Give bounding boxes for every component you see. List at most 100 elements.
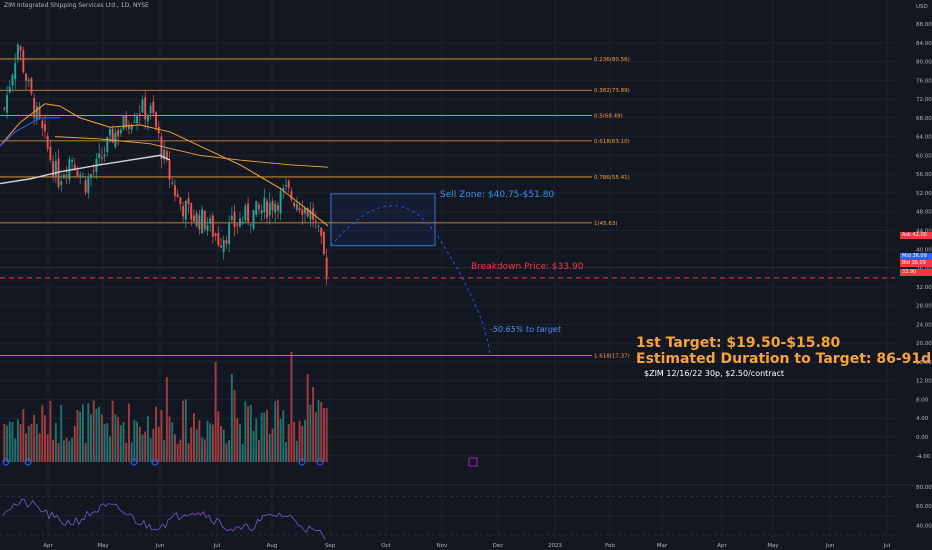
candle-body (244, 205, 247, 221)
volume-bar (168, 416, 171, 462)
price-tick: 4.00 (916, 416, 929, 422)
volume-bar (241, 443, 244, 462)
price-tick: 24.00 (916, 322, 932, 328)
volume-bar (54, 422, 57, 462)
candle-body (35, 106, 38, 120)
candle-body (117, 130, 120, 137)
candle-body (184, 200, 187, 220)
fib-label: 1(45.63) (594, 221, 618, 227)
candle-body (222, 240, 225, 252)
price-tick: 88.00 (916, 22, 932, 28)
price-tick: 20.00 (916, 341, 932, 347)
time-tick: Jun (825, 543, 835, 549)
candle-body (282, 187, 285, 191)
volume-bar (268, 433, 271, 462)
candle-body (146, 115, 149, 122)
volume-bar (201, 437, 204, 462)
candle-body (171, 182, 174, 184)
volume-bar (274, 401, 277, 462)
candle-body (87, 176, 90, 193)
candle-body (174, 185, 176, 196)
candle-body (33, 97, 36, 118)
option-label: $ZIM 12/16/22 30p, $2.50/contract (644, 369, 785, 378)
candle-body (268, 202, 271, 216)
price-flag: Bid 36.09 (900, 260, 932, 267)
volume-bar (138, 426, 141, 462)
candle-body (27, 79, 30, 82)
candle-body (155, 112, 157, 128)
candle-body (190, 203, 193, 220)
time-tick: Jun (155, 543, 165, 549)
price-flag: Ask 42.00 (900, 232, 932, 239)
candle-body (257, 204, 260, 210)
candle-body (276, 205, 279, 211)
volume-bar (157, 426, 160, 462)
ma-blue-line (0, 117, 60, 147)
fib-label: 0.5(68.49) (594, 114, 623, 120)
candle-body (44, 124, 46, 132)
volume-bar (152, 428, 155, 462)
candle-body (322, 231, 325, 254)
candle-body (195, 213, 198, 227)
volume-bar (287, 424, 290, 462)
price-flag: 33.90 (900, 269, 932, 276)
candle-body (119, 129, 122, 134)
candle-body (81, 176, 84, 178)
volume-bar (184, 399, 187, 462)
ma-orange-long-line (54, 136, 329, 168)
volume-bar (73, 425, 76, 462)
volume-bar (95, 408, 98, 462)
candle-body (271, 200, 274, 211)
candle-body (144, 97, 147, 120)
candle-body (46, 135, 49, 149)
candle-body (217, 233, 220, 246)
volume-bar (285, 442, 287, 462)
event-marker (298, 458, 306, 466)
candle-body (176, 194, 179, 197)
volume-bar (312, 387, 315, 462)
candle-body (252, 210, 255, 229)
event-marker (468, 457, 478, 467)
event-marker (130, 458, 138, 466)
volume-bar (211, 424, 214, 462)
price-tick: 0.00 (916, 435, 929, 441)
candle-body (98, 153, 101, 158)
volume-bar (244, 401, 247, 462)
volume-bar (325, 407, 328, 462)
percent-to-target-label: -50.65% to target (490, 325, 561, 334)
candle-body (14, 63, 17, 80)
ma-orange-line (0, 103, 329, 227)
candle-body (201, 209, 204, 234)
candle-body (290, 191, 293, 200)
volume-bar (220, 426, 222, 462)
candle-body (114, 132, 117, 148)
time-tick: May (767, 543, 779, 549)
price-tick: 52.00 (916, 191, 932, 197)
volume-bar (38, 433, 41, 462)
volume-bars (2, 352, 478, 467)
candle-body (136, 115, 139, 124)
candle-body (314, 220, 317, 222)
moving-averages (0, 103, 329, 227)
volume-bar (182, 400, 185, 462)
volume-bar (92, 400, 95, 462)
fib-label: 0.786(55.41) (594, 175, 630, 181)
volume-bar (276, 399, 279, 462)
candle-body (163, 149, 166, 160)
volume-bar (317, 400, 320, 462)
grid (0, 0, 895, 538)
time-axis: Apr May Jun Jul Aug Sep Oct Nov Dec 2023 Feb Mar Apr… (43, 543, 891, 549)
volume-bar (179, 439, 182, 462)
candle-body (8, 87, 11, 93)
candle-body (152, 101, 155, 114)
price-tick: 76.00 (916, 78, 932, 84)
rsi-pane (0, 484, 932, 540)
rsi-axis: 80.00 60.00 40.00 (916, 485, 932, 529)
candle-body (295, 204, 298, 210)
volume-bar (146, 416, 149, 462)
rsi-tick: 40.00 (916, 523, 932, 529)
volume-bar (65, 437, 68, 462)
volume-bar (195, 429, 198, 462)
price-flag: Mid 36.09 (900, 253, 932, 260)
